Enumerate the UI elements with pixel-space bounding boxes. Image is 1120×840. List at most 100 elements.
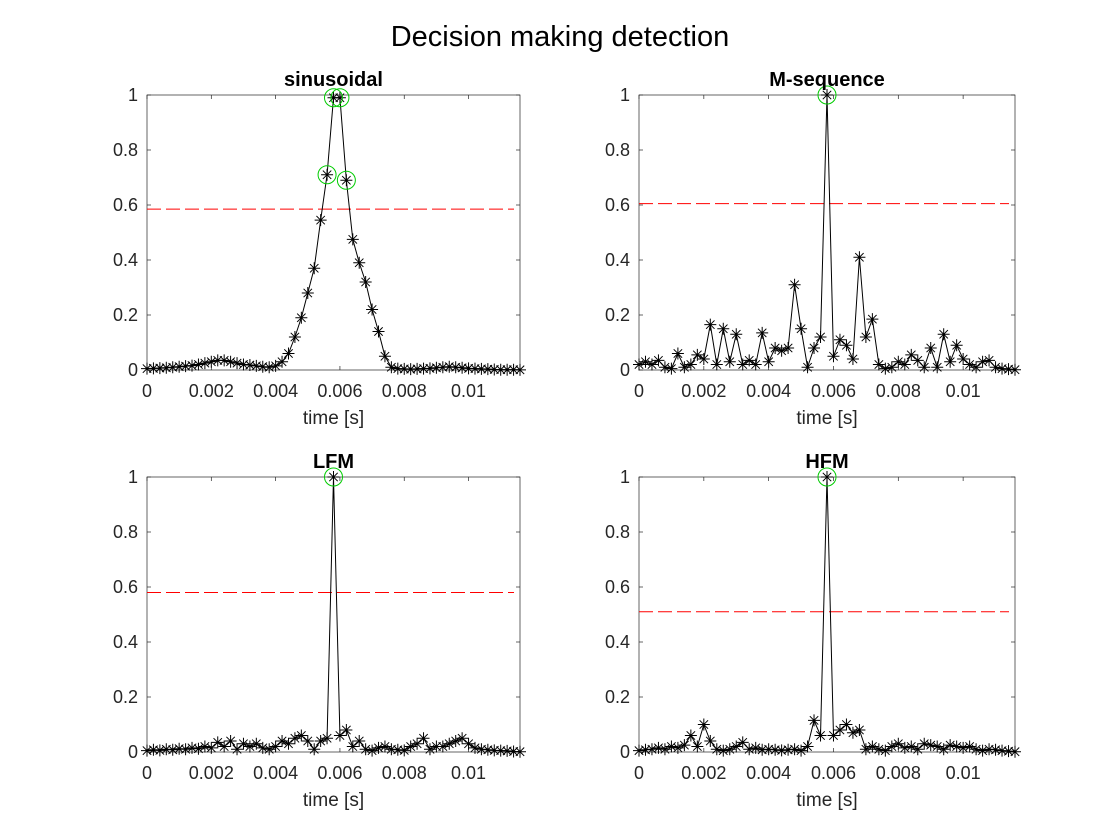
data-point	[186, 359, 199, 372]
y-tick-label: 1	[620, 467, 630, 487]
data-point	[179, 743, 192, 756]
data-point	[160, 743, 173, 756]
data-point	[730, 328, 743, 341]
data-point	[717, 744, 730, 757]
data-point	[970, 361, 983, 374]
data-point	[308, 743, 321, 756]
x-tick-label: 0.01	[946, 763, 981, 783]
data-point	[192, 742, 205, 755]
x-axis-label: time [s]	[796, 790, 857, 811]
data-point	[198, 357, 211, 370]
data-point	[633, 744, 645, 757]
data-point	[449, 361, 462, 374]
subplots: 0 0.002 0.004 0.006 0.008 0.01 0 0.2 0.4 0.6 0.8 1 s…	[113, 69, 1021, 811]
subplot-title: LFM	[313, 451, 354, 473]
axes-box	[638, 476, 1016, 753]
y-tick-label: 1	[620, 85, 630, 105]
data-point	[153, 744, 166, 757]
detection-marker	[330, 88, 350, 108]
data-point	[1002, 363, 1015, 376]
data-point	[872, 743, 885, 756]
data-point	[756, 743, 769, 756]
data-point	[404, 363, 417, 376]
data-point	[788, 743, 801, 756]
data-point	[263, 361, 276, 374]
data-point	[983, 354, 996, 367]
data-point	[423, 743, 436, 756]
data-point	[762, 743, 775, 756]
data-point	[918, 737, 931, 750]
data-point	[147, 362, 160, 375]
data-point	[846, 353, 859, 365]
data-point	[950, 740, 963, 753]
data-point	[859, 743, 872, 756]
data-point	[898, 741, 911, 754]
data-point	[678, 361, 691, 374]
data-point	[456, 361, 469, 374]
data-point	[160, 361, 173, 374]
data-point	[723, 743, 736, 756]
data-point	[827, 729, 840, 742]
data-point	[224, 355, 237, 368]
y-tick-label: 0.4	[605, 632, 630, 652]
x-tick-label: 0.01	[451, 763, 486, 783]
detection-marker	[817, 467, 837, 487]
data-point	[710, 743, 723, 756]
x-tick-label: 0.008	[382, 763, 427, 783]
data-point	[411, 737, 424, 750]
data-point	[494, 363, 507, 376]
x-axis-label: time [s]	[303, 408, 364, 429]
y-tick-label: 0.4	[605, 250, 630, 270]
data-point	[288, 732, 301, 745]
data-point	[359, 276, 372, 288]
data-point	[501, 363, 514, 376]
data-point	[879, 362, 892, 375]
data-point	[507, 363, 520, 376]
data-point	[288, 331, 301, 343]
data-point	[769, 743, 782, 756]
series-line	[638, 476, 1016, 753]
x-tick-label: 0.004	[746, 381, 791, 401]
data-point	[475, 743, 488, 756]
y-tick-label: 0.8	[605, 522, 630, 542]
x-tick-label: 0.01	[451, 381, 486, 401]
data-point	[704, 735, 717, 747]
data-point	[308, 262, 321, 275]
data-point	[186, 741, 199, 754]
data-point	[378, 350, 391, 363]
data-point	[658, 743, 671, 756]
data-point	[775, 344, 788, 357]
data-point	[366, 303, 379, 316]
data-point	[801, 740, 814, 753]
data-point	[976, 355, 989, 368]
data-point	[678, 739, 691, 752]
data-point	[717, 322, 730, 335]
data-point	[314, 735, 327, 747]
data-point	[743, 354, 756, 367]
x-tick-label: 0.008	[876, 763, 921, 783]
data-point	[1009, 363, 1021, 376]
data-point	[398, 362, 411, 375]
data-point	[814, 331, 827, 343]
x-tick-label: 0.008	[876, 381, 921, 401]
data-point	[147, 743, 160, 756]
data-point	[924, 739, 937, 752]
data-point	[256, 360, 269, 373]
data-point	[671, 347, 684, 360]
data-point	[173, 360, 186, 373]
y-tick-label: 0.6	[113, 195, 138, 215]
data-point	[141, 362, 153, 375]
data-point	[353, 256, 366, 269]
data-point	[391, 362, 404, 375]
data-point	[996, 744, 1009, 757]
y-tick-label: 0.6	[113, 577, 138, 597]
x-tick-label: 0.006	[317, 381, 362, 401]
data-point	[276, 735, 289, 747]
data-point	[462, 362, 475, 375]
data-point	[295, 729, 308, 742]
data-point	[658, 361, 671, 374]
data-point	[684, 358, 697, 371]
data-point	[269, 359, 282, 372]
data-point	[652, 354, 665, 367]
y-tick-label: 1	[128, 85, 138, 105]
